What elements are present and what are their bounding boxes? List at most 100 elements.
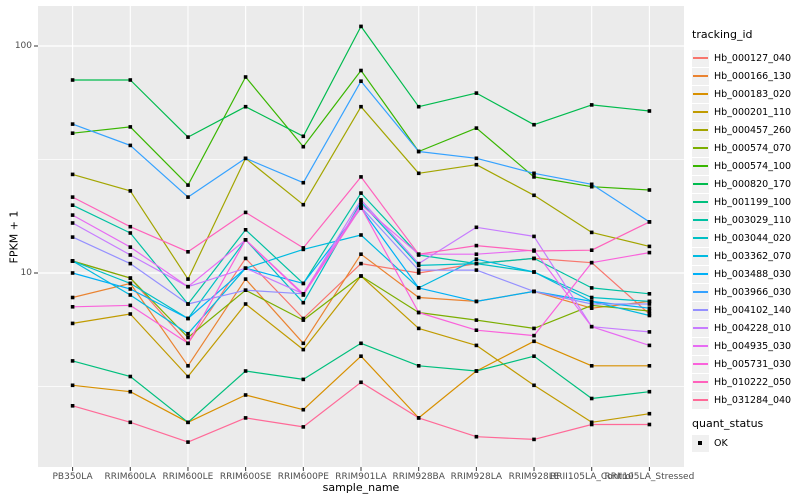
data-point — [359, 233, 363, 237]
data-point — [589, 302, 594, 306]
data-point — [301, 347, 306, 352]
data-point — [243, 238, 248, 242]
data-point — [301, 425, 306, 429]
data-point — [128, 125, 133, 129]
data-point — [532, 193, 536, 198]
data-point — [243, 75, 248, 79]
legend-item: Hb_000183_020 — [692, 85, 798, 103]
legend-line-swatch — [693, 236, 708, 239]
data-point — [532, 289, 536, 294]
data-point — [301, 407, 306, 412]
data-point — [70, 321, 75, 326]
data-point — [128, 281, 133, 286]
data-point — [301, 318, 306, 322]
data-point — [70, 295, 75, 300]
legend-item-label: Hb_000574_070 — [714, 142, 792, 154]
data-point — [474, 369, 479, 373]
data-point — [474, 252, 479, 256]
data-point — [301, 341, 306, 346]
legend-color-items: Hb_000127_040 Hb_000166_130 Hb_000183_020 H… — [692, 49, 798, 409]
data-point — [70, 235, 75, 239]
legend-key — [692, 247, 709, 265]
legend-item-label: Hb_001199_100 — [714, 196, 792, 208]
data-point — [243, 256, 248, 261]
legend-square-swatch — [698, 440, 702, 445]
data-point — [474, 126, 479, 130]
legend-item-label: Hb_000820_170 — [714, 178, 792, 190]
data-point — [647, 244, 652, 249]
data-point — [647, 313, 652, 318]
y-tick-label: 100 — [14, 41, 32, 51]
data-point — [243, 393, 248, 397]
data-point — [128, 78, 133, 82]
y-tick-label: 10 — [20, 268, 32, 278]
data-point — [532, 270, 536, 274]
legend-item-label: Hb_005731_030 — [714, 358, 792, 370]
data-point — [359, 341, 363, 346]
data-point — [128, 231, 133, 235]
legend-item: Hb_000574_070 — [692, 139, 798, 157]
x-tick-label: RRIM600LA — [104, 472, 157, 482]
data-point — [532, 122, 536, 127]
data-point — [359, 198, 363, 202]
legend-key — [692, 139, 709, 157]
data-point — [589, 286, 594, 290]
x-tick-label: RRIM600SE — [219, 472, 272, 482]
legend-item-label: Hb_010222_050 — [714, 376, 792, 388]
legend-key — [692, 193, 709, 211]
legend-line-swatch — [693, 56, 708, 59]
data-point — [301, 134, 306, 139]
data-point — [589, 103, 594, 107]
data-point — [70, 203, 75, 207]
legend-line-swatch — [693, 254, 708, 257]
legend-item: Hb_031284_040 — [692, 391, 798, 409]
data-point — [70, 122, 75, 126]
legend-line-swatch — [693, 362, 708, 365]
data-point — [301, 300, 306, 305]
data-point — [243, 288, 248, 292]
data-point — [186, 277, 190, 281]
legend-line-swatch — [693, 380, 708, 383]
data-point — [647, 292, 652, 296]
data-point — [243, 369, 248, 373]
data-point — [70, 271, 75, 275]
legend-item: Hb_000201_110 — [692, 103, 798, 121]
data-point — [647, 299, 652, 304]
data-point — [128, 189, 133, 193]
data-point — [532, 249, 536, 253]
legend-color-title: tracking_id — [692, 28, 753, 41]
data-point — [416, 271, 421, 275]
data-point — [474, 268, 479, 272]
legend-line-swatch — [693, 326, 708, 329]
legend-item: Hb_004228_010 — [692, 319, 798, 337]
data-point — [647, 364, 652, 368]
data-point — [186, 331, 190, 336]
data-point — [647, 109, 652, 113]
data-point — [359, 191, 363, 195]
data-point — [647, 220, 652, 224]
legend-item: Hb_003488_030 — [692, 265, 798, 283]
legend-item-label: Hb_031284_040 — [714, 394, 792, 406]
legend-line-swatch — [693, 182, 708, 185]
data-point — [589, 396, 594, 401]
data-point — [128, 420, 133, 425]
data-point — [416, 310, 421, 315]
data-point — [128, 374, 133, 379]
data-point — [474, 328, 479, 332]
data-point — [301, 246, 306, 250]
data-point — [474, 299, 479, 304]
data-point — [186, 420, 190, 425]
data-point — [359, 274, 363, 278]
legend-item-label: Hb_000166_130 — [714, 70, 792, 82]
data-point — [128, 312, 133, 316]
data-point — [359, 24, 363, 29]
legend-key — [692, 337, 709, 355]
data-point — [589, 248, 594, 252]
data-point — [243, 104, 248, 109]
data-point — [532, 383, 536, 388]
data-point — [186, 316, 190, 321]
legend-item: Hb_004935_030 — [692, 337, 798, 355]
legend-key — [692, 121, 709, 139]
data-point — [474, 318, 479, 322]
legend-line-swatch — [693, 290, 708, 293]
